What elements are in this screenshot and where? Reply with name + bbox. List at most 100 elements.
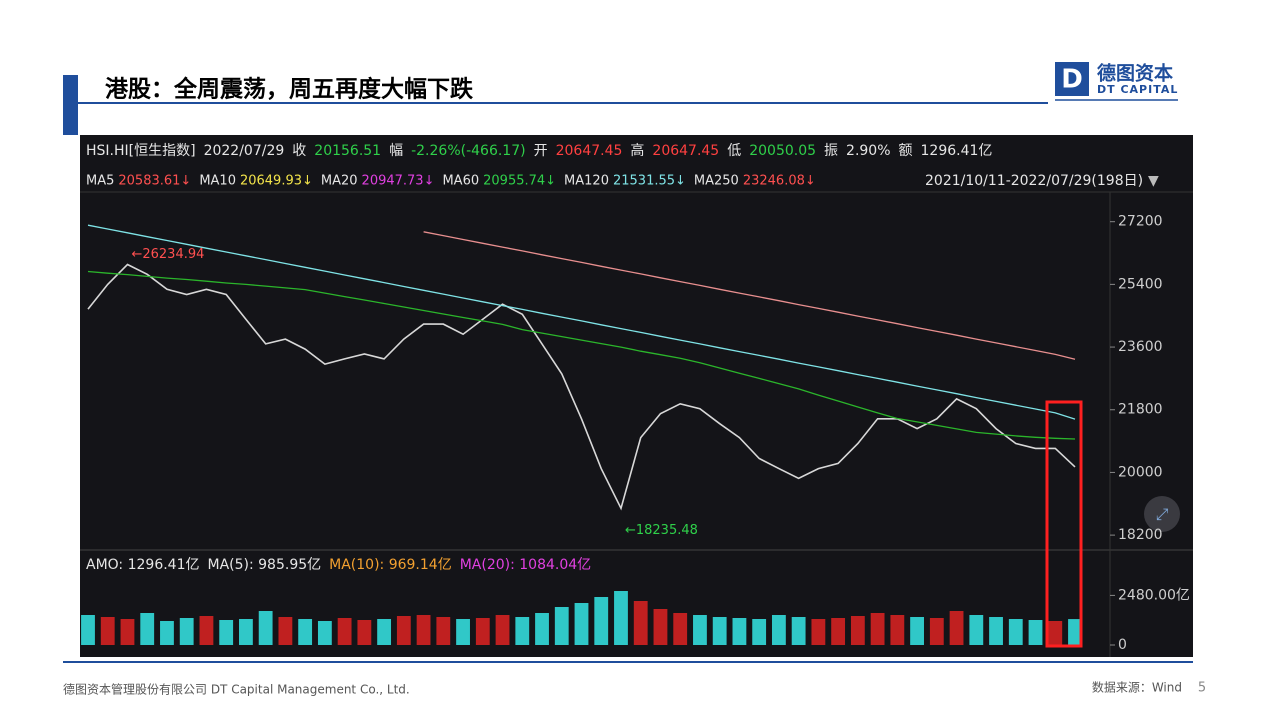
volume-bar <box>732 618 747 645</box>
header-text: 20050.05 <box>749 143 816 159</box>
logo-mark: D <box>1061 65 1083 95</box>
annotation: ←26234.94 <box>131 247 204 262</box>
volume-bar <box>752 619 767 645</box>
ma-value: 20955.74↓ <box>483 174 556 189</box>
chart-panel <box>80 135 1193 657</box>
footer-source: 数据来源：Wind <box>1092 680 1182 695</box>
y-tick-label: 21800 <box>1118 402 1163 418</box>
series-line <box>423 231 1076 360</box>
header-text: 收 <box>292 143 306 159</box>
volume-bar <box>535 613 549 645</box>
header-text: MA(20): 1084.04亿 <box>460 557 591 573</box>
volume-bar <box>377 619 392 645</box>
volume-bar <box>140 613 155 645</box>
header-text: 振 <box>824 143 838 159</box>
volume-bar <box>298 619 313 645</box>
highlight-box <box>1045 400 1083 648</box>
header-text: 20156.51 <box>314 143 381 159</box>
volume-bar <box>337 618 352 645</box>
volume-bar <box>317 621 332 645</box>
volume-bar <box>574 603 589 645</box>
volume-bar <box>712 617 727 645</box>
header-text: 开 <box>534 143 548 159</box>
zoom-icon: ⤢ <box>1156 505 1169 524</box>
chart-layer: HSI.HI[恒生指数] 2022/07/29 收 20156.51 幅 -2.26%(-… <box>81 142 1190 653</box>
volume-bar <box>831 618 846 645</box>
title-accent <box>63 75 78 135</box>
volume-bar <box>100 617 115 645</box>
slide-title: 港股：全周震荡，周五再度大幅下跌 <box>105 76 473 103</box>
volume-bar <box>673 613 688 645</box>
volume-bar <box>278 617 293 645</box>
volume-bar <box>791 617 806 645</box>
volume-bar <box>850 616 865 645</box>
y-tick-label: 0 <box>1118 637 1127 653</box>
volume-bar <box>495 615 510 645</box>
ma-value: 21531.55↓ <box>613 174 686 189</box>
volume-bar <box>693 615 707 645</box>
header-text: -2.26%(-466.17) <box>411 143 526 159</box>
header-text: MA(10): 969.14亿 <box>329 557 452 573</box>
header-text: 1296.41亿 <box>921 143 993 159</box>
header-text: MA(5): 985.95亿 <box>208 557 322 573</box>
ma-value: 23246.08↓ <box>743 174 816 189</box>
ma-name: MA20 <box>321 174 358 189</box>
volume-bar <box>160 621 174 645</box>
y-tick-label: 20000 <box>1118 464 1163 480</box>
ma-value: 20649.93↓ <box>240 174 313 189</box>
header-text: 20647.45 <box>652 143 719 159</box>
ma-value: 20947.73↓ <box>362 174 435 189</box>
volume-bar <box>633 601 648 645</box>
header-text: HSI.HI[恒生指数] <box>86 143 196 159</box>
header-text: 幅 <box>389 143 403 159</box>
y-tick-label: 2480.00亿 <box>1118 587 1190 603</box>
ma-name: MA60 <box>442 174 479 189</box>
y-tick-label: 18200 <box>1118 527 1163 543</box>
header-text: 高 <box>630 142 644 159</box>
volume-bar <box>989 617 1003 645</box>
volume-bar <box>239 619 253 645</box>
volume-bar <box>1068 619 1082 645</box>
volume-bar <box>456 619 470 645</box>
volume-bar <box>811 619 826 645</box>
volume-bar <box>258 611 273 645</box>
header-text: 2022/07/29 <box>204 143 285 159</box>
y-tick-label: 23600 <box>1118 339 1163 355</box>
ma-name: MA120 <box>564 174 609 189</box>
header-text: 2.90% <box>846 143 890 159</box>
logo-cn: 德图资本 <box>1097 62 1173 85</box>
volume-bar <box>949 611 964 645</box>
series-line <box>87 270 1076 440</box>
annotation: ←18235.48 <box>625 523 698 538</box>
volume-bar <box>870 613 885 645</box>
volume-bar <box>554 607 569 645</box>
volume-bar <box>1008 619 1023 645</box>
volume-bar <box>396 616 411 645</box>
volume-bar <box>653 609 668 645</box>
y-tick-label: 27200 <box>1118 214 1163 230</box>
ma-name: MA5 <box>86 174 114 189</box>
y-tick-label: 25400 <box>1118 276 1163 292</box>
ma-value: 20583.61↓ <box>118 174 191 189</box>
ma-name: MA250 <box>694 174 739 189</box>
range-label: 2021/10/11-2022/07/29(198日) <box>925 173 1143 189</box>
volume-bar <box>199 616 214 645</box>
header-text: 20647.45 <box>556 143 623 159</box>
volume-bar <box>416 615 431 645</box>
volume-bar <box>357 620 372 645</box>
volume-bar <box>120 619 135 645</box>
series-line <box>87 224 1076 420</box>
ma-name: MA10 <box>199 174 236 189</box>
volume-bar <box>219 620 234 645</box>
volume-bar <box>436 617 451 645</box>
volume-bar <box>969 615 984 645</box>
volume-bar <box>475 618 490 645</box>
volume-bar <box>771 615 786 645</box>
dropdown-icon: ▼ <box>1148 173 1159 189</box>
header-text: 低 <box>727 143 741 159</box>
volume-bar <box>1028 620 1043 645</box>
volume-bar <box>81 615 95 645</box>
logo-mark-box <box>1055 62 1089 96</box>
volume-bar <box>929 618 944 645</box>
zoom-button <box>1144 496 1180 532</box>
